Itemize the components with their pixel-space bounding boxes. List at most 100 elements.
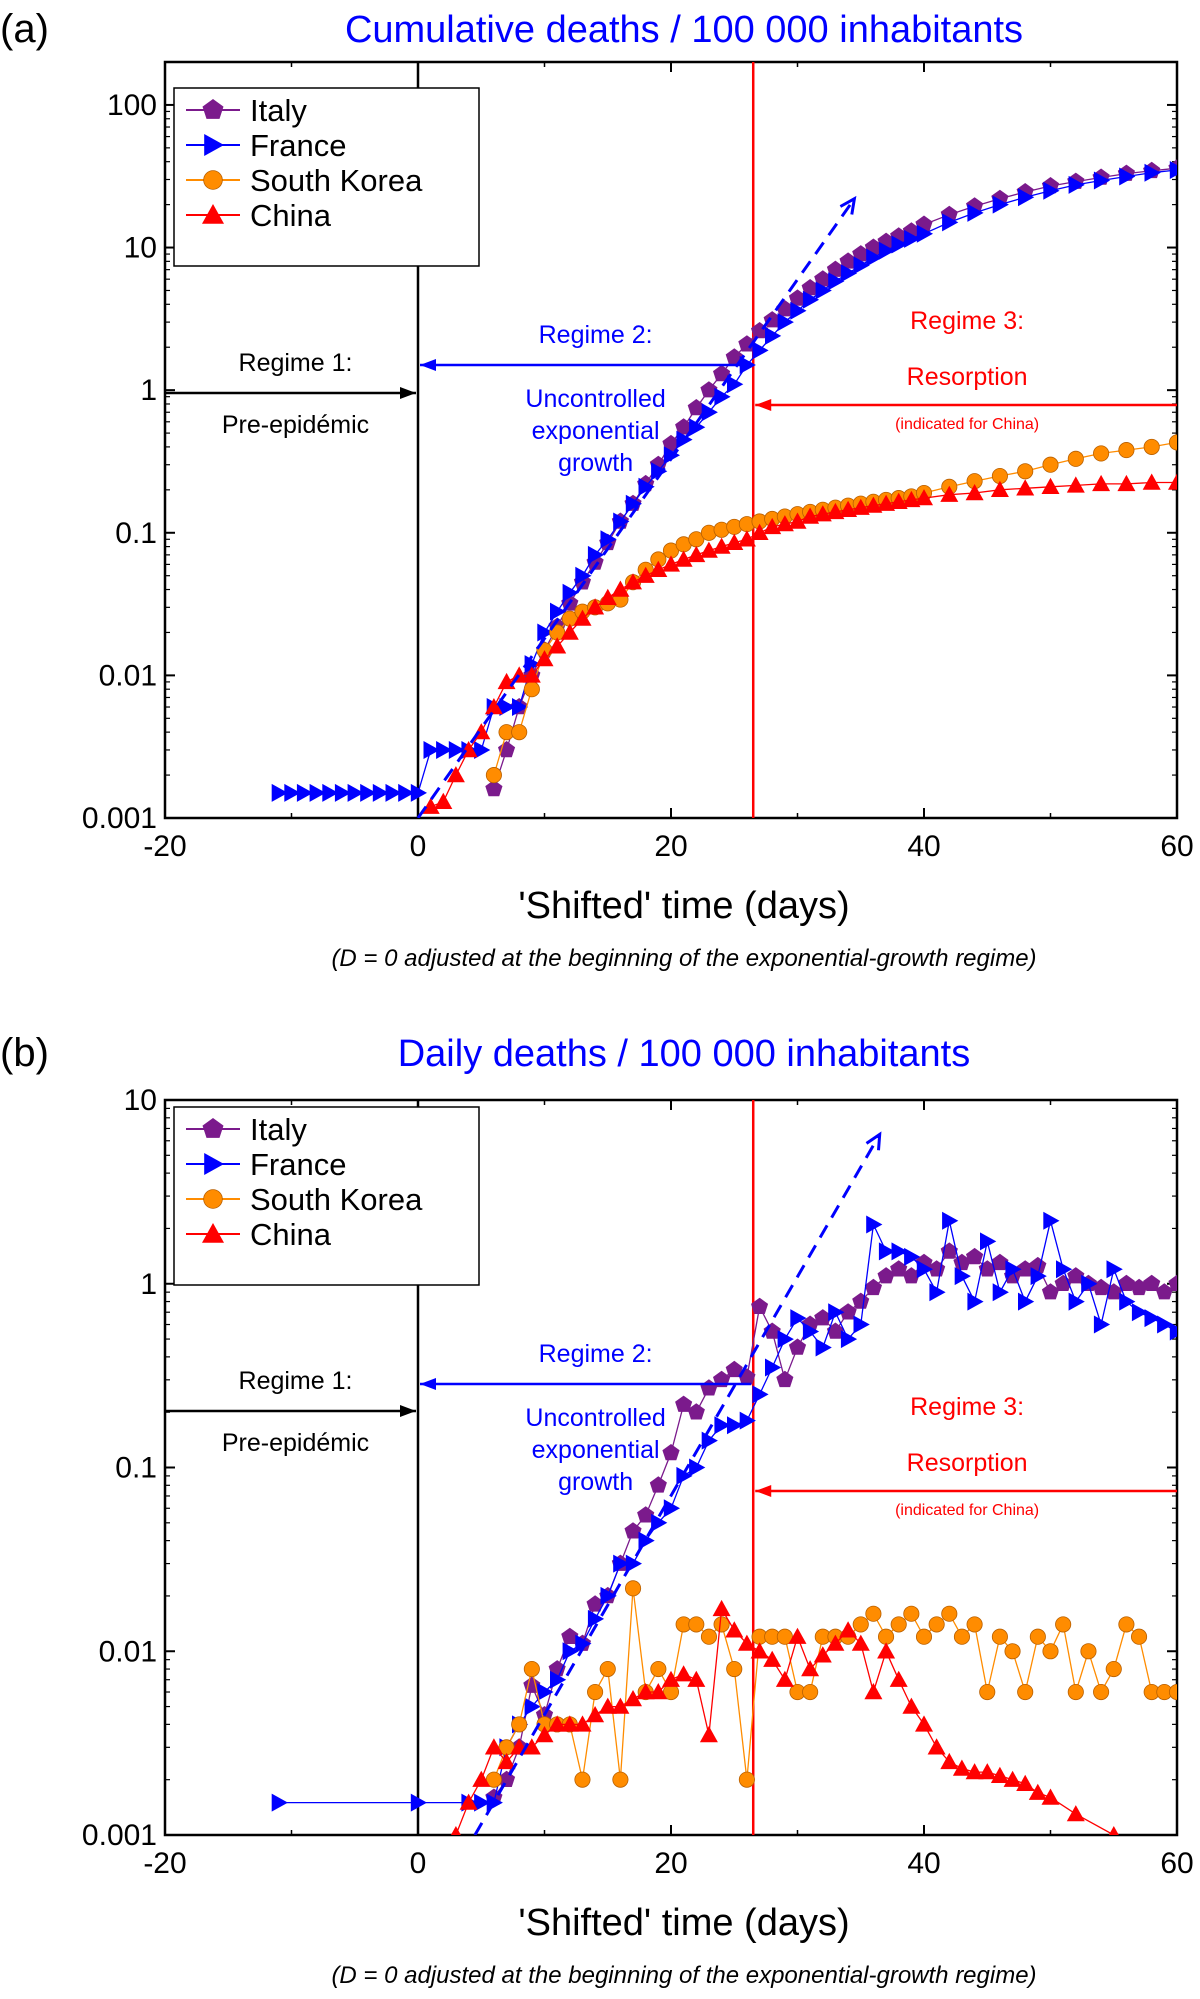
panel-a-x-axis-title: 'Shifted' time (days) bbox=[518, 885, 849, 927]
data-point bbox=[651, 462, 668, 481]
data-point bbox=[1016, 1260, 1034, 1277]
data-point bbox=[864, 1683, 883, 1700]
data-point bbox=[434, 792, 453, 809]
regime2-text-3: exponential bbox=[532, 417, 660, 445]
data-point bbox=[1119, 1292, 1136, 1311]
x-tick-label: -20 bbox=[143, 830, 186, 863]
data-point bbox=[750, 1642, 769, 1659]
panel-b-x-axis-title: 'Shifted' time (days) bbox=[518, 1902, 849, 1944]
data-point bbox=[814, 270, 832, 287]
data-point bbox=[687, 1403, 705, 1420]
data-point bbox=[788, 1627, 807, 1644]
data-point bbox=[575, 1634, 592, 1653]
legend-label: South Korea bbox=[250, 163, 423, 198]
x-tick-label: 20 bbox=[654, 1847, 687, 1880]
data-point bbox=[347, 783, 364, 802]
data-point bbox=[662, 1444, 680, 1461]
panel-b-caption: (D = 0 adjusted at the beginning of the … bbox=[331, 1962, 1036, 1989]
data-point bbox=[548, 1715, 567, 1732]
data-point bbox=[1005, 1260, 1022, 1279]
legend-marker bbox=[203, 170, 223, 190]
data-point bbox=[765, 326, 782, 345]
data-point bbox=[485, 767, 502, 784]
legend-label: Italy bbox=[250, 1112, 307, 1147]
data-point bbox=[750, 523, 769, 540]
x-tick-label: 60 bbox=[1160, 830, 1193, 863]
data-point bbox=[1029, 1628, 1046, 1645]
legend-item-south-korea: South Korea bbox=[186, 163, 423, 198]
data-point bbox=[1108, 1826, 1119, 1835]
data-point bbox=[600, 1586, 617, 1605]
data-point bbox=[700, 1628, 717, 1645]
data-point bbox=[271, 1793, 288, 1812]
data-point bbox=[662, 555, 680, 572]
data-point bbox=[840, 1330, 858, 1349]
data-point bbox=[954, 1267, 971, 1286]
data-point bbox=[1043, 181, 1060, 200]
series-china bbox=[421, 473, 1177, 814]
data-point bbox=[1004, 1643, 1021, 1660]
data-point bbox=[472, 1770, 491, 1787]
data-point bbox=[612, 1771, 629, 1788]
data-point bbox=[738, 1771, 755, 1788]
data-layer bbox=[271, 159, 1177, 818]
data-point bbox=[574, 1771, 591, 1788]
data-point bbox=[889, 1670, 908, 1687]
legend-label: Italy bbox=[250, 93, 307, 128]
regime3-label: Resorption bbox=[907, 363, 1028, 391]
data-point bbox=[1081, 1274, 1098, 1293]
data-point bbox=[1056, 1260, 1073, 1279]
data-point bbox=[940, 485, 959, 502]
data-point bbox=[1118, 442, 1135, 459]
data-point bbox=[713, 1616, 730, 1633]
data-point bbox=[1055, 1616, 1072, 1633]
data-point bbox=[776, 1370, 794, 1388]
data-point bbox=[1168, 434, 1177, 451]
data-point bbox=[902, 1697, 921, 1714]
data-point bbox=[687, 545, 706, 563]
regime2-text-1: Regime 2: bbox=[539, 321, 653, 349]
data-point bbox=[725, 348, 743, 365]
data-point bbox=[712, 1599, 731, 1617]
data-point bbox=[1117, 474, 1136, 492]
data-point bbox=[586, 1706, 605, 1723]
legend-marker bbox=[202, 204, 224, 224]
data-point bbox=[1017, 463, 1034, 480]
y-tick-label: 0.001 bbox=[82, 1819, 157, 1852]
data-point bbox=[296, 783, 314, 802]
data-point bbox=[687, 1670, 706, 1687]
data-point bbox=[511, 1716, 528, 1733]
regime3-label: Resorption bbox=[907, 1449, 1028, 1477]
data-point bbox=[929, 1283, 946, 1302]
data-point bbox=[725, 1621, 744, 1638]
data-point bbox=[839, 252, 857, 269]
data-point bbox=[1155, 1283, 1173, 1300]
data-point bbox=[790, 1309, 807, 1328]
data-point bbox=[752, 1385, 769, 1404]
data-point bbox=[1068, 1292, 1085, 1311]
data-point bbox=[284, 783, 301, 802]
panel-b-label: (b) bbox=[0, 1031, 49, 1075]
data-point bbox=[1144, 163, 1161, 182]
data-point bbox=[624, 1580, 642, 1597]
data-point bbox=[485, 779, 503, 797]
regime2-arrow-head bbox=[420, 1378, 436, 1390]
x-tick-label: 40 bbox=[907, 1847, 940, 1880]
data-point bbox=[1042, 456, 1059, 473]
exponential-fit-line bbox=[416, 197, 856, 818]
data-point bbox=[814, 1309, 832, 1326]
data-point bbox=[1169, 1322, 1177, 1341]
data-point bbox=[511, 724, 528, 741]
data-point bbox=[826, 1322, 844, 1339]
data-point bbox=[777, 313, 794, 332]
legend-marker bbox=[202, 99, 224, 119]
data-point bbox=[1168, 1683, 1177, 1701]
data-point bbox=[852, 1292, 870, 1309]
regime1-label: Pre-epidémic bbox=[222, 411, 369, 439]
series-france bbox=[271, 1211, 1177, 1812]
data-point bbox=[751, 1297, 769, 1314]
legend-item-china: China bbox=[186, 198, 332, 233]
data-point bbox=[522, 1738, 541, 1755]
